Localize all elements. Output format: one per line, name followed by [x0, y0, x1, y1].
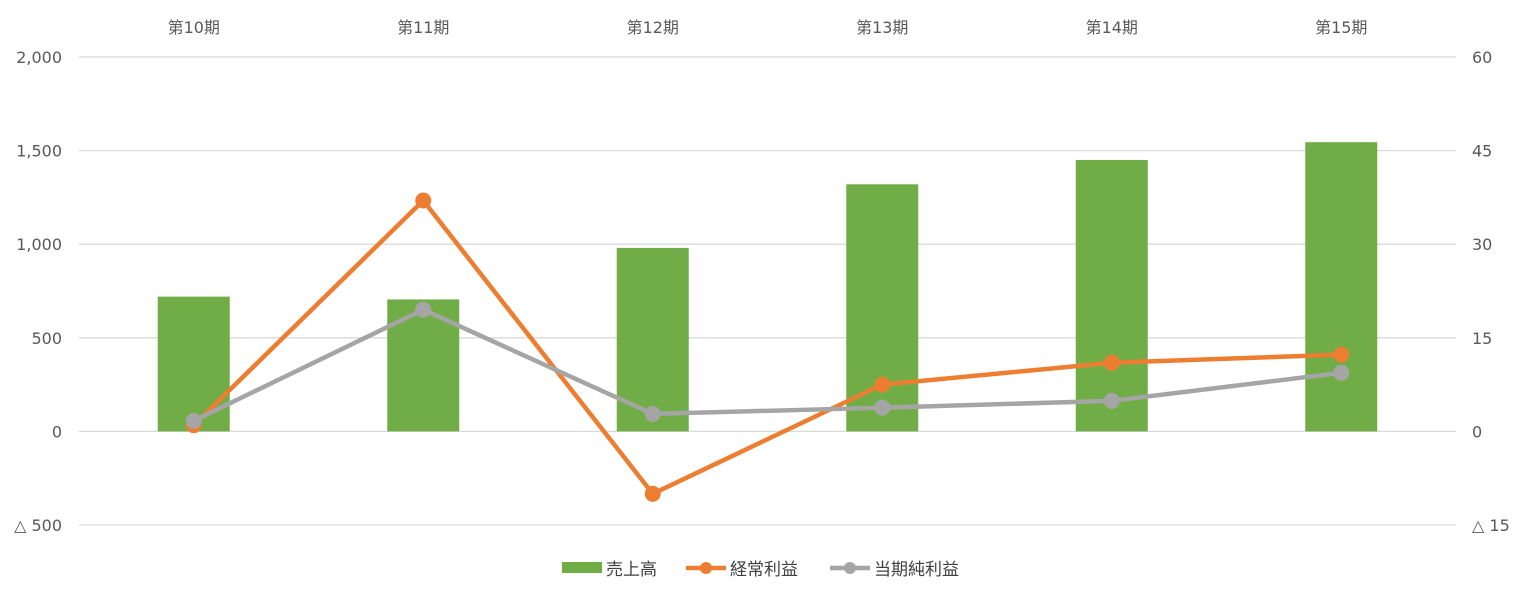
axes: 2,000 1,500 1,000 500 0 △ 500 60 45 30 15 0 △ 15 第10…	[14, 18, 1510, 535]
left-axis-tick-label: 1,000	[16, 235, 62, 254]
left-axis-tick-label: △ 500	[14, 516, 62, 535]
point-経常利益	[874, 376, 891, 393]
category-label: 第15期	[1315, 18, 1367, 37]
bar-売上高	[1305, 142, 1378, 432]
point-当期純利益	[1333, 364, 1350, 381]
left-axis-tick-label: 500	[31, 329, 62, 348]
line-series	[185, 192, 1350, 502]
legend-label-経常利益: 経常利益	[730, 560, 798, 580]
left-axis-tick-label: 2,000	[16, 48, 62, 67]
right-axis-tick-label: 30	[1472, 235, 1492, 254]
point-経常利益	[415, 192, 432, 209]
point-経常利益	[1103, 354, 1120, 371]
point-当期純利益	[1103, 392, 1120, 409]
left-axis-tick-label: 1,500	[16, 142, 62, 161]
legend-swatch-売上高	[562, 562, 602, 573]
point-経常利益	[644, 485, 661, 502]
legend-label-当期純利益: 当期純利益	[874, 560, 959, 580]
category-label: 第12期	[627, 18, 679, 37]
right-axis-tick-label: 15	[1472, 329, 1492, 348]
legend-label-売上高: 売上高	[606, 560, 657, 580]
left-axis-tick-label: 0	[52, 422, 62, 441]
legend: 売上高 経常利益 当期純利益	[562, 560, 959, 580]
legend-marker-経常利益	[700, 562, 712, 574]
line-当期純利益	[191, 307, 1344, 424]
right-axis-tick-label: 0	[1472, 422, 1482, 441]
point-経常利益	[1333, 346, 1350, 363]
category-label: 第11期	[397, 18, 449, 37]
category-label: 第13期	[856, 18, 908, 37]
legend-marker-当期純利益	[844, 562, 856, 574]
category-label: 第14期	[1086, 18, 1138, 37]
bar-売上高	[157, 296, 230, 432]
bar-series	[157, 142, 1378, 432]
right-axis-tick-label: 60	[1472, 48, 1492, 67]
point-当期純利益	[185, 412, 202, 429]
right-axis-tick-label: 45	[1472, 142, 1492, 161]
point-当期純利益	[644, 405, 661, 422]
right-axis-tick-label: △ 15	[1472, 516, 1510, 535]
category-label: 第10期	[168, 18, 220, 37]
point-当期純利益	[874, 399, 891, 416]
bar-売上高	[1075, 159, 1148, 432]
line-経常利益	[191, 198, 1344, 497]
point-当期純利益	[415, 301, 432, 318]
gridlines	[79, 56, 1456, 526]
